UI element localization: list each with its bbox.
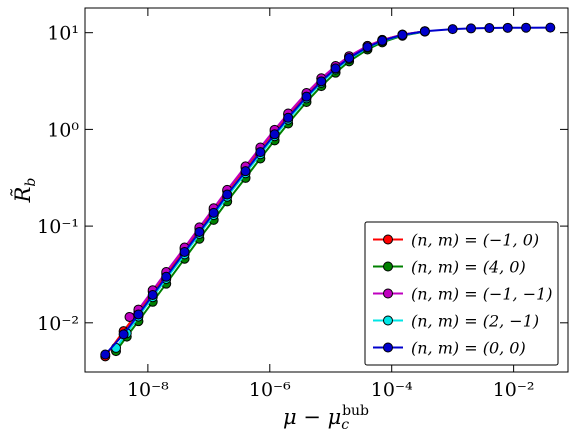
legend-box (364, 221, 559, 366)
legend-label: (n, m) = (−1, 0) (411, 231, 539, 250)
marker (419, 26, 430, 37)
x-tick-label: 10⁻² (493, 379, 535, 401)
marker (330, 63, 341, 74)
marker (316, 76, 327, 87)
y-label-sub: b (23, 178, 39, 187)
marker (208, 207, 219, 218)
y-label-base: R̃ (11, 186, 35, 203)
marker (269, 129, 280, 140)
marker (521, 22, 532, 33)
legend-marker (383, 288, 393, 299)
x-label-base: μ − μ (283, 405, 341, 429)
marker (124, 311, 135, 322)
marker (447, 24, 458, 35)
marker (179, 246, 190, 257)
marker (397, 29, 408, 40)
marker (161, 271, 172, 282)
x-tick-label: 10⁻⁴ (371, 379, 413, 401)
marker (100, 349, 111, 360)
marker (283, 112, 294, 123)
marker (301, 91, 312, 102)
legend-marker (383, 315, 393, 326)
x-label-sub: c (341, 417, 349, 433)
legend-marker (383, 261, 393, 272)
y-axis-label: R̃b (11, 178, 39, 204)
marker (118, 329, 129, 340)
y-tick-label: 10⁰ (47, 119, 79, 141)
marker (240, 166, 251, 177)
plot-frame (84, 7, 569, 373)
marker (362, 42, 373, 53)
y-tick-label: 10⁻¹ (37, 216, 79, 238)
x-tick-label: 10⁻⁸ (127, 379, 169, 401)
marker (222, 189, 233, 200)
marker (133, 309, 144, 320)
x-axis-label: μ − μcbub (283, 403, 369, 433)
marker (377, 35, 388, 46)
legend-marker (383, 234, 393, 245)
legend-marker (383, 342, 393, 353)
y-tick-label: 10¹ (47, 23, 79, 45)
marker (255, 147, 266, 158)
y-tick-label: 10⁻² (37, 313, 79, 335)
marker (147, 289, 158, 300)
legend-label: (n, m) = (2, −1) (411, 312, 539, 331)
marker (484, 23, 495, 34)
marker (502, 22, 513, 33)
x-tick-label: 10⁻⁶ (249, 379, 291, 401)
marker (194, 226, 205, 237)
legend-label: (n, m) = (0, 0) (411, 339, 526, 358)
marker (545, 22, 556, 33)
x-label-sup: bub (342, 403, 369, 419)
legend-label: (n, m) = (4, 0) (411, 258, 526, 277)
marker (344, 53, 355, 64)
marker (466, 23, 477, 34)
legend-label: (n, m) = (−1, −1) (411, 285, 553, 304)
